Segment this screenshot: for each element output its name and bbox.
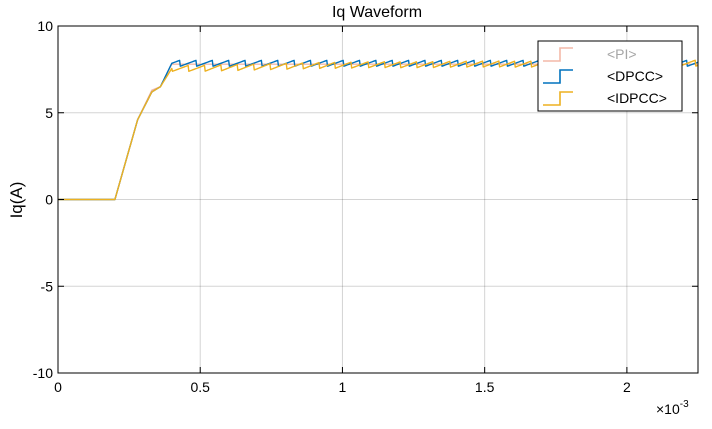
x-tick-label: 2 [623,379,631,395]
chart-title: Iq Waveform [332,4,422,21]
y-tick-label: 0 [45,192,53,208]
y-tick-label: 10 [37,18,53,34]
x-exponent: ×10-3 [656,399,689,417]
legend-entry: <PI> [543,46,637,62]
y-axis-label: Iq(A) [7,182,26,219]
legend: <PI> <DPCC> <IDPCC> [537,40,683,112]
legend-label: <IDPCC> [607,90,667,106]
x-tick-label: 1.5 [475,379,495,395]
legend-swatch [543,47,573,62]
y-tick-label: -5 [41,278,54,294]
axis-ticks: 0 0.5 1 1.5 2 -10 -5 0 5 10 [33,18,698,395]
x-tick-label: 0 [54,379,62,395]
legend-entry: <DPCC> [543,68,663,84]
x-tick-label: 1 [339,379,347,395]
legend-box [537,40,683,112]
legend-swatch [543,91,573,106]
x-tick-label: 0.5 [190,379,210,395]
legend-label: <PI> [607,46,637,62]
legend-entry: <IDPCC> [543,90,667,106]
legend-swatch [543,69,573,84]
y-tick-label: 5 [45,105,53,121]
x-exponent-power: -3 [680,399,689,410]
x-exponent-base: ×10 [656,401,680,417]
y-tick-label: -10 [33,365,53,381]
legend-label: <DPCC> [607,68,663,84]
